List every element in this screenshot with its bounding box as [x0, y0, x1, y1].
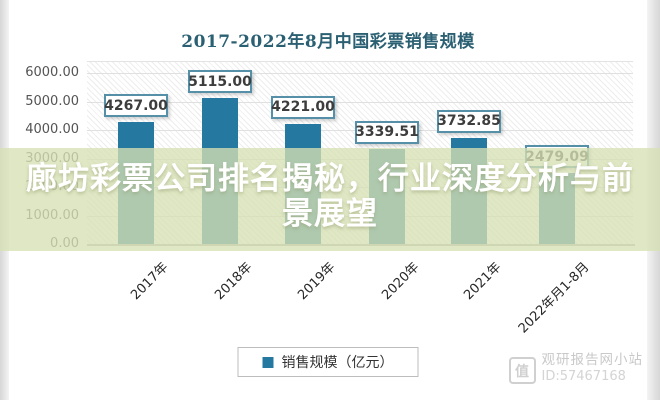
site-watermark-id: ID:57467168 — [541, 369, 626, 384]
x-axis-label: 2018年 — [212, 259, 256, 304]
legend-swatch-icon — [262, 356, 274, 368]
watermark-headline-line1: 廊坊彩票公司排名揭秘，行业深度分析与前 — [26, 161, 634, 197]
x-axis-label: 2021年 — [461, 259, 505, 304]
legend-label: 销售规模（亿元） — [281, 355, 394, 371]
bar-value-label: 3732.85 — [437, 109, 501, 133]
bar-value-label: 4267.00 — [104, 94, 168, 118]
watermark-headline-line2: 景展望 — [282, 196, 378, 232]
y-axis-label: 5000.00 — [25, 93, 79, 109]
gridline — [87, 73, 633, 74]
bar-value-label: 3339.51 — [355, 120, 419, 144]
y-axis-label: 6000.00 — [25, 65, 79, 80]
chart-legend: 销售规模（亿元） — [237, 347, 419, 377]
gridline — [87, 101, 633, 103]
x-axis-label: 2020年 — [379, 259, 423, 304]
watermark-band — [0, 148, 660, 251]
x-axis-label: 2022年月1-8月 — [515, 259, 593, 337]
watermark-headline: 廊坊彩票公司排名揭秘，行业深度分析与前 景展望 — [0, 162, 660, 232]
site-watermark: 值 观研报告网小站 ID:57467168 — [508, 352, 644, 384]
x-axis-label: 2017年 — [128, 259, 172, 304]
x-axis-label: 2019年 — [295, 259, 339, 304]
bar-value-label: 5115.00 — [188, 70, 252, 94]
chart-title: 2017-2022年8月中国彩票销售规模 — [181, 32, 475, 52]
bar-value-label: 4221.00 — [271, 95, 335, 119]
site-logo-icon: 值 — [508, 357, 536, 384]
site-watermark-name: 观研报告网小站 — [541, 352, 643, 368]
y-axis-label: 4000.00 — [25, 122, 79, 137]
